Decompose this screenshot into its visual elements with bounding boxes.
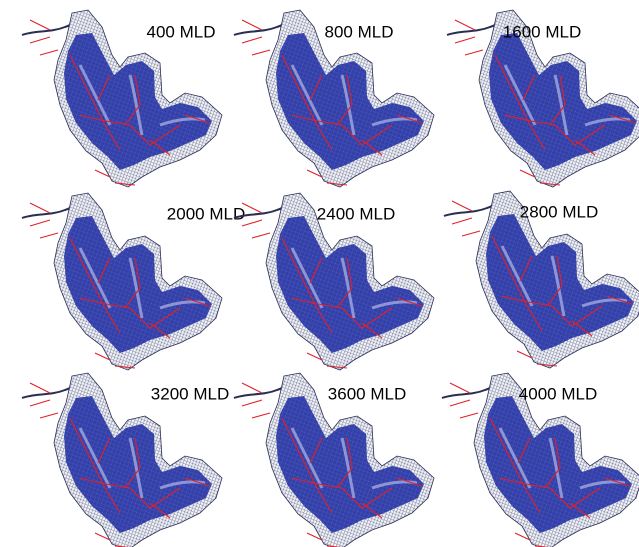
panel-label: 2400 MLD <box>317 204 395 223</box>
map-panel: 400 MLD <box>22 10 222 187</box>
panel-label: 3200 MLD <box>151 384 229 403</box>
map-panel: 2000 MLD <box>22 193 245 370</box>
panel-label: 400 MLD <box>147 22 216 41</box>
panel-label: 800 MLD <box>325 22 394 41</box>
map-panel: 800 MLD <box>234 10 434 187</box>
map-panel: 4000 MLD <box>442 373 639 547</box>
map-panel: 2400 MLD <box>234 193 434 370</box>
panel-label: 1600 MLD <box>503 22 581 41</box>
panel-label: 2800 MLD <box>520 202 598 221</box>
map-panel: 1600 MLD <box>447 10 639 187</box>
map-panel: 3200 MLD <box>22 373 229 547</box>
map-panel: 3600 MLD <box>234 373 434 547</box>
panel-label: 2000 MLD <box>167 204 245 223</box>
panel-label: 3600 MLD <box>328 384 406 403</box>
figure: 400 MLD 800 MLD 1600 MLD 2000 MLD 2400 MLD 28… <box>0 0 639 547</box>
map-panel: 2800 MLD <box>444 191 639 368</box>
panel-label: 4000 MLD <box>519 384 597 403</box>
